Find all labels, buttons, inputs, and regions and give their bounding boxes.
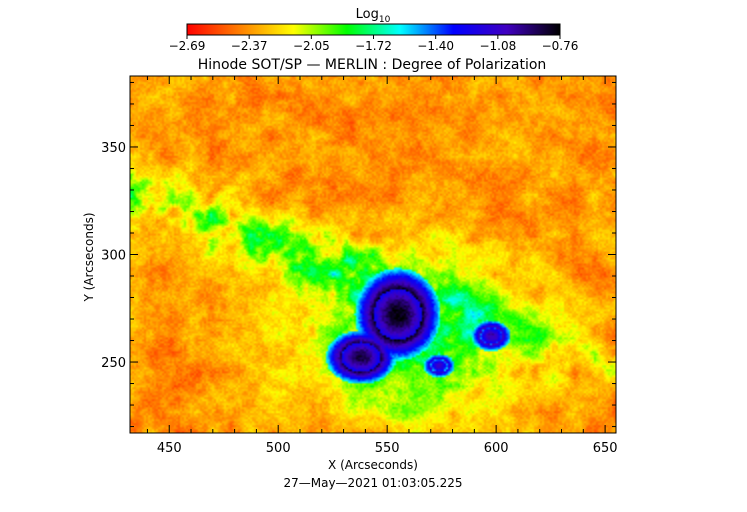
y-tick-label: 250 (101, 356, 126, 371)
colorbar-ticks: −2.69 −2.37 −2.05 −1.72 −1.40 −1.08 −0.76 (169, 35, 579, 53)
colorbar-tick-label: −2.37 (231, 39, 268, 53)
y-axis-label: Y (Arcseconds) (82, 212, 96, 302)
chart-title: Hinode SOT/SP — MERLIN : Degree of Polar… (198, 57, 547, 73)
x-axis: 450 500 550 600 650 (146, 76, 618, 456)
x-axis-label: X (Arcseconds) (328, 458, 418, 472)
y-tick-label: 300 (101, 249, 126, 264)
x-tick-label: 450 (157, 441, 182, 456)
x-tick-label: 500 (266, 441, 291, 456)
x-tick-label: 600 (484, 441, 509, 456)
colorbar-tick-label: −1.40 (417, 39, 454, 53)
y-axis: 250 300 350 (101, 81, 616, 428)
plot-area: 450 500 550 600 650 250 300 350 (101, 75, 618, 456)
heatmap-image (130, 76, 616, 433)
colorbar-tick-label: −2.05 (293, 39, 330, 53)
colorbar-tick-label: −1.72 (355, 39, 392, 53)
timestamp-footer: 27—May—2021 01:03:05.225 (283, 476, 462, 490)
colorbar-tick-label: −1.08 (479, 39, 516, 53)
colorbar: Log10 −2.69 −2.37 −2.05 −1.72 −1.40 −1.08 −0.7… (169, 7, 579, 53)
colorbar-bar (186, 23, 561, 36)
x-tick-label: 650 (593, 441, 618, 456)
colorbar-tick-label: −0.76 (542, 39, 579, 53)
x-tick-label: 550 (375, 441, 400, 456)
colorbar-label: Log10 (356, 7, 391, 25)
colorbar-tick-label: −2.69 (169, 39, 206, 53)
y-tick-label: 350 (101, 141, 126, 156)
